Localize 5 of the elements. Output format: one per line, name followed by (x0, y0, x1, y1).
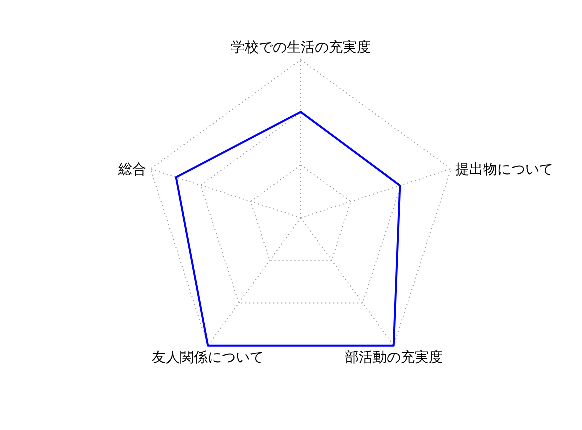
spoke-label: 友人関係について (152, 350, 264, 366)
spoke-label: 総合 (118, 162, 147, 178)
spoke-label: 学校での生活の充実度 (231, 40, 371, 56)
spoke-label: 部活動の充実度 (344, 350, 443, 366)
spoke-label: 提出物について (455, 162, 554, 178)
